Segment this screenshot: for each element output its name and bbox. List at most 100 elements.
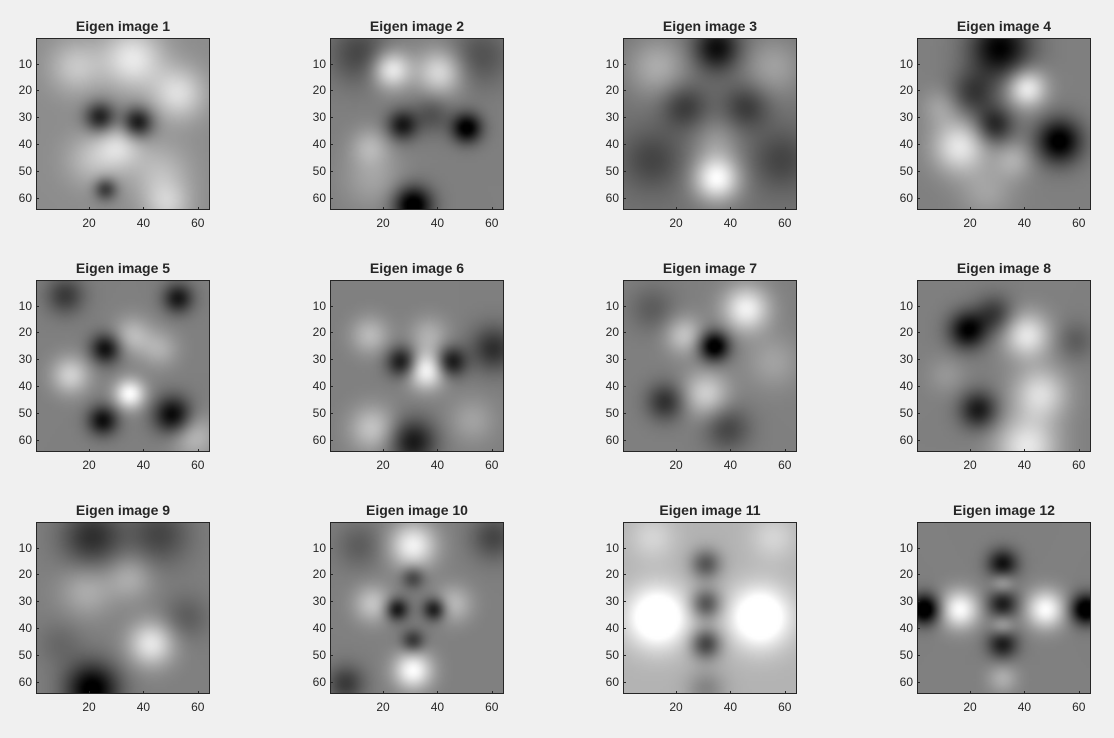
y-tick-label: 30 [312,110,326,125]
subplot-10: Eigen image 10 10 20 30 40 50 60 20 40 60 [294,502,504,732]
x-tick-mark [970,691,972,694]
x-tick-label: 40 [136,216,151,230]
y-tick-mark [36,547,39,549]
y-tick-label: 40 [899,621,913,636]
y-tick-mark [36,574,39,576]
x-tick-label: 40 [430,458,445,472]
eigen-image-heatmap [331,281,503,451]
subplot-title: Eigen image 1 [75,18,171,34]
eigen-image-heatmap [331,39,503,209]
y-tick-label: 30 [18,594,32,609]
x-tick-mark [89,449,91,452]
y-tick-mark [623,413,626,415]
x-tick-label: 60 [191,458,205,472]
y-tick-mark [330,305,333,307]
y-tick-label: 60 [312,674,326,689]
y-tick-mark [917,574,920,576]
subplot-2: Eigen image 2 10 20 30 40 50 60 20 40 60 [294,18,504,248]
eigen-image-heatmap [37,281,209,451]
image-axes[interactable] [917,280,1091,452]
image-axes[interactable] [623,522,797,694]
y-tick-label: 20 [18,325,32,340]
y-tick-label: 50 [18,648,32,663]
y-tick-mark [623,574,626,576]
subplot-title: Eigen image 12 [953,502,1055,518]
x-tick-mark [784,691,786,694]
y-tick-label: 30 [899,594,913,609]
image-axes[interactable] [36,522,210,694]
y-tick-mark [623,601,626,603]
y-tick-label: 40 [18,621,32,636]
x-tick-label: 20 [963,458,977,472]
y-tick-mark [330,601,333,603]
x-tick-label: 60 [485,458,499,472]
y-tick-label: 10 [605,540,619,555]
x-tick-label: 20 [376,216,390,230]
y-tick-mark [330,197,333,199]
x-tick-mark [383,207,385,210]
x-tick-mark [784,207,786,210]
y-tick-mark [623,628,626,630]
image-axes[interactable] [623,280,797,452]
image-axes[interactable] [917,522,1091,694]
y-tick-label: 60 [18,432,32,447]
y-tick-label: 60 [312,190,326,205]
y-tick-label: 50 [18,164,32,179]
y-tick-label: 60 [605,432,619,447]
y-tick-mark [36,628,39,630]
y-tick-mark [36,63,39,65]
y-tick-mark [917,305,920,307]
y-tick-mark [917,332,920,334]
x-tick-label: 40 [1017,216,1032,230]
y-tick-mark [330,439,333,441]
x-tick-label: 20 [963,216,977,230]
image-axes[interactable] [623,38,797,210]
y-tick-mark [330,359,333,361]
y-tick-label: 10 [899,540,913,555]
x-tick-mark [89,207,91,210]
image-axes[interactable] [330,38,504,210]
x-tick-label: 40 [1017,458,1032,472]
y-tick-mark [623,305,626,307]
x-tick-label: 60 [778,700,792,714]
image-axes[interactable] [917,38,1091,210]
y-tick-mark [330,386,333,388]
y-tick-label: 60 [899,190,913,205]
eigen-image-heatmap [624,281,796,451]
y-tick-label: 20 [18,83,32,98]
y-tick-mark [623,144,626,146]
y-tick-mark [36,171,39,173]
y-tick-label: 30 [899,352,913,367]
x-tick-label: 40 [723,216,738,230]
y-tick-mark [36,655,39,657]
y-tick-mark [330,628,333,630]
y-tick-label: 60 [18,190,32,205]
x-tick-mark [143,207,145,210]
y-tick-label: 40 [312,621,326,636]
image-axes[interactable] [36,38,210,210]
y-tick-mark [917,601,920,603]
y-tick-label: 40 [18,137,32,152]
y-tick-label: 60 [605,190,619,205]
x-tick-label: 60 [485,216,499,230]
x-tick-mark [1078,449,1080,452]
y-tick-mark [36,117,39,119]
y-tick-mark [623,90,626,92]
subplot-title: Eigen image 5 [75,260,171,276]
x-tick-mark [383,691,385,694]
image-axes[interactable] [330,280,504,452]
image-axes[interactable] [36,280,210,452]
y-tick-mark [330,332,333,334]
y-tick-mark [36,144,39,146]
y-tick-mark [330,171,333,173]
y-tick-label: 10 [18,540,32,555]
x-tick-label: 40 [430,700,445,714]
x-tick-label: 20 [669,458,683,472]
y-tick-label: 10 [312,56,326,71]
x-tick-mark [437,691,439,694]
x-tick-mark [197,449,199,452]
image-axes[interactable] [330,522,504,694]
y-tick-label: 20 [312,83,326,98]
y-tick-mark [917,413,920,415]
y-tick-mark [623,439,626,441]
